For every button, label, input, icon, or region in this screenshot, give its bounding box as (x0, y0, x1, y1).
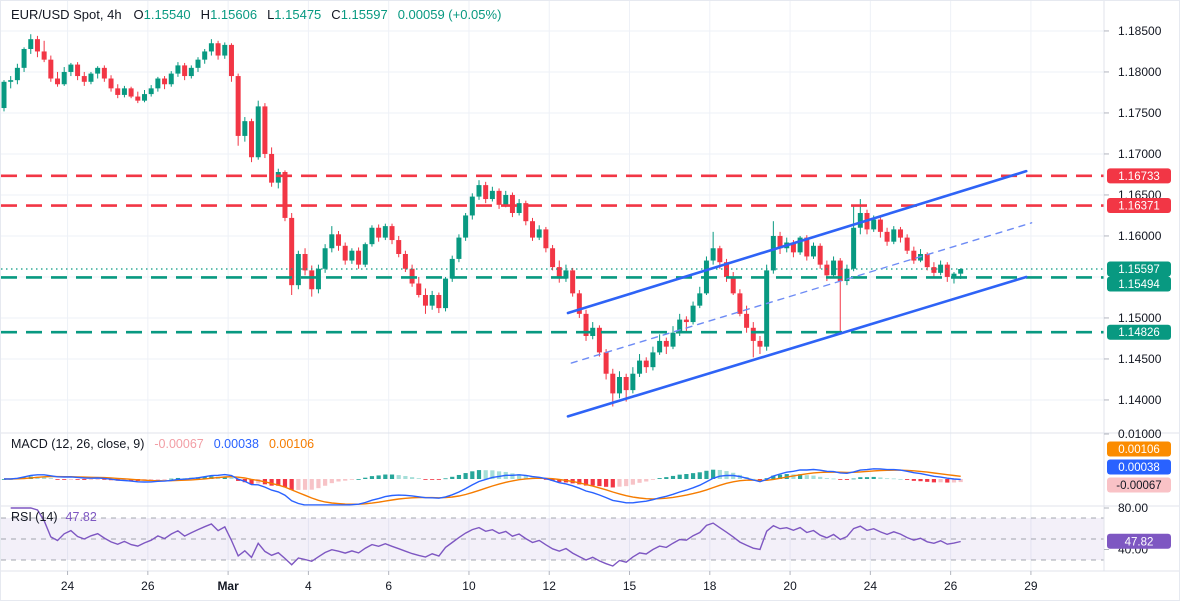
time-tick-label: Mar (217, 579, 239, 593)
axis-badge-1.16733: 1.16733 (1107, 168, 1171, 184)
macd-signal-value: 0.00106 (268, 437, 315, 451)
time-tick-label: 20 (783, 579, 797, 593)
svg-text:-0.00067: -0.00067 (1116, 480, 1161, 492)
open-value: 1.15540 (143, 7, 191, 22)
close-label: C (331, 7, 341, 22)
axis-badge-1.15494: 1.15494 (1107, 276, 1171, 292)
change-value: 0.00059 (+0.05%) (397, 7, 502, 22)
axis-badge-0.00038: 0.00038 (1107, 459, 1171, 475)
ohlc-low: L 1.15475 (267, 7, 321, 22)
axis-badge-1.14826: 1.14826 (1107, 324, 1171, 340)
trend-channel (566, 169, 1033, 418)
rsi-value: 47.82 (65, 510, 97, 524)
svg-text:0.00106: 0.00106 (1118, 444, 1160, 456)
high-label: H (200, 7, 211, 22)
ohlc-high: H 1.15606 (201, 7, 257, 22)
time-tick-label: 24 (61, 579, 75, 593)
price-legend: EUR/USD Spot, 4h O 1.15540 H 1.15606 L 1.15… (11, 7, 501, 22)
time-tick-label: 18 (703, 579, 717, 593)
time-tick-label: 26 (141, 579, 155, 593)
svg-text:1.14826: 1.14826 (1118, 327, 1160, 339)
price-tick-label: 1.18500 (1118, 24, 1162, 38)
svg-text:47.82: 47.82 (1125, 536, 1154, 548)
low-label: L (267, 7, 275, 22)
price-tick-label: 1.16000 (1118, 229, 1162, 243)
macd-histogram-value: -0.00067 (154, 437, 204, 451)
rsi-band (1, 517, 1104, 561)
close-value: 1.15597 (340, 7, 388, 22)
high-value: 1.15606 (210, 7, 258, 22)
pane-separators (1, 1, 1179, 572)
svg-text:1.16371: 1.16371 (1118, 201, 1160, 213)
macd-line (3, 468, 961, 506)
macd-axis-label: 0.01000 (1118, 427, 1162, 441)
time-tick-label: 24 (864, 579, 878, 593)
macd-line-value: 0.00038 (213, 437, 259, 451)
rsi-title[interactable]: RSI (14) (11, 510, 58, 524)
ohlc-open: O 1.15540 (134, 7, 191, 22)
rsi-axis-label: 80.00 (1118, 501, 1148, 515)
price-tick-label: 1.17000 (1118, 147, 1162, 161)
axis-badge-1.16371: 1.16371 (1107, 198, 1171, 214)
svg-text:1.16733: 1.16733 (1118, 171, 1160, 183)
svg-text:0.00038: 0.00038 (1118, 462, 1160, 474)
time-tick-label: 15 (623, 579, 637, 593)
trend-channel-upper[interactable] (566, 169, 1028, 315)
symbol-title[interactable]: EUR/USD Spot, 4h (11, 7, 122, 22)
price-tick-label: 1.14500 (1118, 352, 1162, 366)
price-tick-label: 1.15000 (1118, 311, 1162, 325)
open-label: O (133, 7, 144, 22)
axis-badge--0.00067: -0.00067 (1107, 477, 1171, 493)
time-tick-label: 6 (385, 579, 392, 593)
gridlines (1, 1, 1104, 571)
axis-badge-0.00106: 0.00106 (1107, 441, 1171, 457)
rsi-line (10, 507, 961, 567)
price-tick-label: 1.17500 (1118, 106, 1162, 120)
candlestick-series (1, 34, 964, 407)
axis-badge-47.82: 47.82 (1107, 533, 1171, 549)
svg-text:1.15597: 1.15597 (1118, 264, 1160, 276)
macd-legend: MACD (12, 26, close, 9) -0.00067 0.00038… (11, 437, 314, 451)
ohlc-close: C 1.15597 (331, 7, 387, 22)
trend-channel-lower[interactable] (566, 275, 1028, 418)
time-tick-label: 29 (1024, 579, 1038, 593)
axis-badge-1.15597: 1.15597 (1107, 261, 1171, 277)
price-tick-label: 1.18000 (1118, 65, 1162, 79)
time-tick-label: 10 (462, 579, 476, 593)
time-tick-label: 26 (944, 579, 958, 593)
low-value: 1.15475 (274, 7, 322, 22)
price-tick-label: 1.14000 (1118, 393, 1162, 407)
macd-title[interactable]: MACD (12, 26, close, 9) (11, 437, 145, 451)
time-tick-label: 12 (543, 579, 557, 593)
svg-text:1.15494: 1.15494 (1118, 279, 1160, 291)
rsi-legend: RSI (14) 47.82 (11, 510, 97, 524)
time-tick-label: 4 (305, 579, 312, 593)
trend-channel-middle[interactable] (570, 222, 1033, 364)
price-levels (1, 174, 1104, 334)
time-axis[interactable]: 24 26 Mar 4 6 10 12 15 18 20 24 26 29 (61, 571, 1038, 593)
axis-badges: 1.16733 1.16371 1.15597 1.15494 1.14826 0.001… (1107, 168, 1171, 549)
